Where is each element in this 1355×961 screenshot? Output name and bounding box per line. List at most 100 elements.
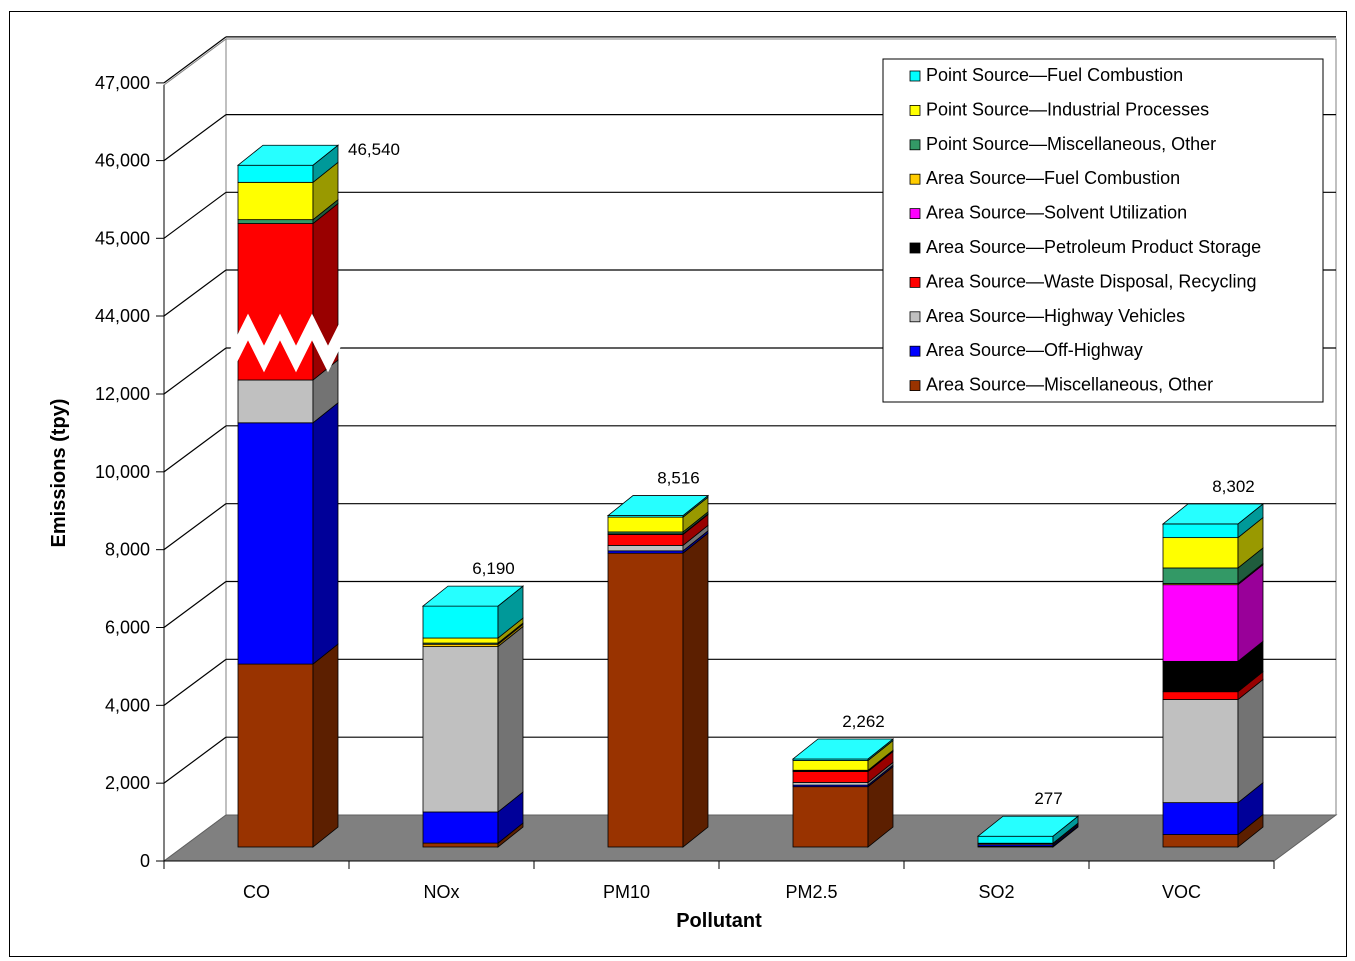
legend-swatch-area-source-waste-disposal-recycling: [909, 276, 921, 288]
legend-entry-point-source-industrial-processes: Point Source—Industrial Processes: [926, 99, 1209, 119]
bars: [236, 144, 1265, 848]
legend-swatch-point-source-miscellaneous-other: [909, 139, 921, 151]
labels: 46,540 CO 6,190 NOx 8,516 PM10 2,262 PM2.5 277 SO…: [226, 140, 1255, 902]
legend-swatch-area-source-highway-vehicles: [909, 311, 921, 323]
bar-segment-voc-area-source-off-highway: [1162, 802, 1239, 835]
bar-segment-co-point-source-fuel-combustion: [237, 164, 314, 183]
y-tick-label: 6,000: [105, 618, 150, 638]
bar-side-voc-area-source-highway-vehicles: [1237, 678, 1264, 804]
break-zigzag: [226, 313, 350, 373]
bar-segment-pm10-area-source-miscellaneous-other: [607, 552, 684, 848]
y-tick-label: 8,000: [105, 540, 150, 560]
gridline-depth-6000: [163, 581, 227, 628]
legend-swatch-point-source-industrial-processes: [909, 105, 921, 116]
bar-segment-voc-area-source-petroleum-product-storage: [1162, 660, 1239, 693]
gridline-depth-4000: [163, 658, 227, 706]
total-label-pm10: 8,516: [657, 469, 700, 488]
bar-segment-pm2-5-area-source-waste-disposal-recycling: [792, 771, 869, 783]
bar-segment-pm10-area-source-highway-vehicles: [607, 544, 684, 552]
category-label-pm10: PM10: [603, 882, 650, 902]
bar-segment-pm10-area-source-waste-disposal-recycling: [607, 534, 684, 546]
bar-side-co-area-source-miscellaneous-other: [312, 643, 339, 848]
legend-swatch-area-source-miscellaneous-other: [909, 380, 921, 392]
bar-segment-nox-area-source-off-highway: [422, 811, 499, 844]
side-wall: [163, 38, 227, 862]
bar-side-nox-area-source-highway-vehicles: [497, 625, 524, 813]
gridline-depth-47000: [163, 36, 227, 84]
legend-entry-area-source-highway-vehicles: Area Source—Highway Vehicles: [926, 306, 1185, 326]
bar-segment-pm2-5-area-source-miscellaneous-other: [792, 786, 869, 848]
category-label-co: CO: [243, 882, 270, 902]
gridline-depth-45000: [163, 191, 227, 239]
bar-segment-pm10-point-source-industrial-processes: [607, 516, 684, 533]
bar-segment-voc-area-source-highway-vehicles: [1162, 699, 1239, 804]
total-label-so2: 277: [1034, 789, 1062, 808]
y-tick-label: 45,000: [95, 228, 150, 248]
bar-co: [236, 144, 340, 848]
legend-swatch-area-source-off-highway: [909, 345, 921, 357]
gridline-depth-44000: [163, 269, 227, 317]
bar-segment-co-area-source-highway-vehicles: [237, 379, 314, 424]
bar-segment-nox-point-source-fuel-combustion: [422, 605, 499, 639]
bar-segment-nox-area-source-highway-vehicles: [422, 646, 499, 813]
legend-swatch-area-source-solvent-utilization: [909, 208, 921, 220]
legend-swatch-point-source-fuel-combustion: [909, 70, 921, 82]
bar-segment-voc-area-source-miscellaneous-other: [1162, 834, 1239, 848]
y-axis: 0 2,000 4,000 6,000 8,000 10,000 12,000 44,000 4…: [95, 73, 1275, 871]
bar-segment-co-point-source-industrial-processes: [237, 181, 314, 221]
legend-entry-area-source-off-highway: Area Source—Off-Highway: [926, 340, 1143, 360]
y-tick-label: 47,000: [95, 73, 150, 93]
bar-segment-so2-point-source-fuel-combustion: [977, 835, 1054, 844]
y-tick-label: 12,000: [95, 384, 150, 404]
y-tick-label: 4,000: [105, 695, 150, 715]
legend-box: [882, 58, 1324, 403]
bar-side-co-area-source-off-highway: [312, 401, 339, 665]
bar-top-pm10: [606, 495, 710, 516]
bar-side-pm10-area-source-miscellaneous-other: [682, 532, 709, 848]
floor: [162, 814, 1338, 862]
category-label-nox: NOx: [424, 882, 460, 902]
bar-segment-voc-area-source-solvent-utilization: [1162, 584, 1239, 662]
total-label-nox: 6,190: [472, 559, 515, 578]
y-tick-label: 0: [140, 851, 150, 871]
gridline-depth-2000: [163, 736, 227, 784]
bar-pm2-5: [791, 738, 895, 848]
legend-swatch-area-source-petroleum-product-storage: [909, 242, 921, 254]
bar-segment-voc-point-source-industrial-processes: [1162, 537, 1239, 569]
bar-top-pm2-5: [791, 738, 895, 760]
legend-entry-point-source-fuel-combustion: Point Source—Fuel Combustion: [926, 65, 1183, 85]
category-label-voc: VOC: [1162, 882, 1201, 902]
y-tick-label: 2,000: [105, 773, 150, 793]
bar-so2: [976, 815, 1080, 848]
bar-top-so2: [976, 815, 1080, 837]
legend-entry-area-source-petroleum-product-storage: Area Source—Petroleum Product Storage: [926, 237, 1261, 257]
legend-entry-area-source-miscellaneous-other: Area Source—Miscellaneous, Other: [926, 375, 1213, 395]
category-label-pm2-5: PM2.5: [785, 882, 837, 902]
gridline-depth-10000: [163, 425, 227, 473]
bar-segment-voc-area-source-waste-disposal-recycling: [1162, 691, 1239, 700]
bar-segment-voc-point-source-fuel-combustion: [1162, 523, 1239, 539]
legend: Point Source—Fuel Combustion Point Source…: [882, 58, 1324, 403]
bar-segment-pm2-5-point-source-industrial-processes: [792, 760, 869, 771]
category-label-so2: SO2: [978, 882, 1014, 902]
bar-segment-voc-point-source-miscellaneous-other: [1162, 567, 1239, 584]
bar-segment-nox-area-source-miscellaneous-other: [422, 842, 499, 848]
bar-segment-nox-point-source-industrial-processes: [422, 637, 499, 644]
bar-pm10: [606, 494, 710, 848]
total-label-pm2-5: 2,262: [842, 712, 885, 731]
axis-break-marker: [226, 313, 350, 373]
bar-segment-co-area-source-off-highway: [237, 422, 314, 665]
y-tick-label: 44,000: [95, 306, 150, 326]
x-axis-title: Pollutant: [676, 910, 762, 932]
bar-top-co: [236, 144, 340, 166]
gridline-depth-46000: [163, 114, 227, 162]
gridline-depth-12000: [163, 347, 227, 395]
bar-top-voc: [1161, 503, 1265, 525]
legend-entry-area-source-waste-disposal-recycling: Area Source—Waste Disposal, Recycling: [926, 271, 1256, 291]
bar-voc: [1161, 503, 1265, 848]
y-tick-label: 46,000: [95, 151, 150, 171]
y-axis-title: Emissions (tpy): [48, 399, 70, 548]
legend-entry-area-source-solvent-utilization: Area Source—Solvent Utilization: [926, 203, 1187, 223]
legend-swatch-area-source-fuel-combustion: [909, 173, 921, 185]
